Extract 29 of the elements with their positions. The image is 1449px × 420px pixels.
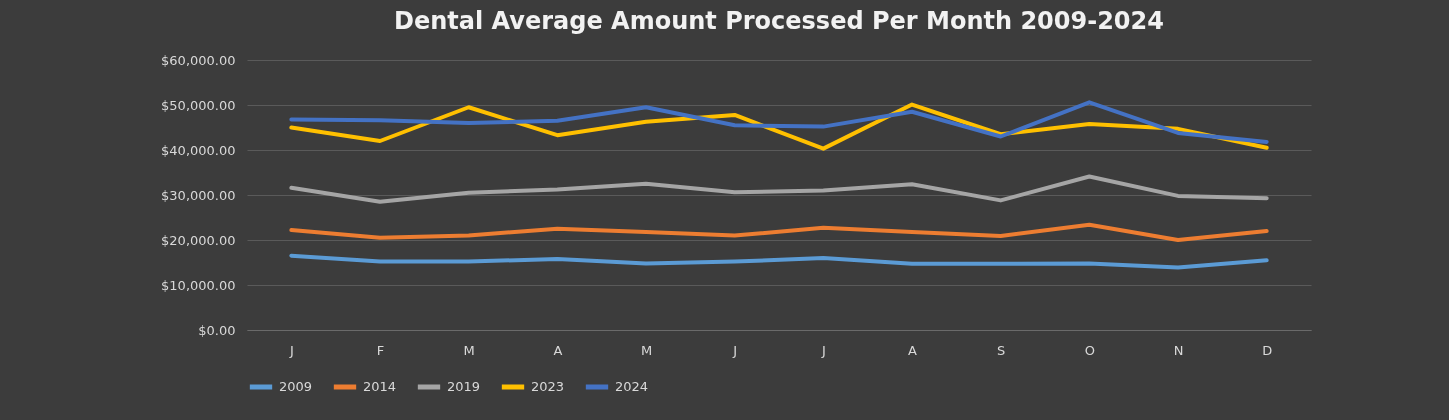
x-tick-label: M [463, 342, 475, 358]
x-tick-label: J [732, 342, 738, 358]
y-tick-label: $40,000.00 [161, 142, 236, 158]
line-series [289, 222, 1269, 242]
y-tick-label: $60,000.00 [161, 52, 236, 68]
y-tick-label: $30,000.00 [161, 187, 236, 203]
x-tick-label: O [1084, 342, 1095, 358]
x-tick-label: F [376, 342, 385, 358]
x-tick-label: J [820, 342, 826, 358]
legend-label: 2024 [615, 379, 649, 394]
x-tick-label: S [997, 342, 1006, 358]
legend-label: 2023 [531, 379, 565, 394]
y-tick-label: $50,000.00 [161, 97, 236, 113]
x-tick-label: A [553, 342, 563, 358]
line-series [289, 174, 1269, 204]
legend-label: 2019 [447, 379, 481, 394]
x-tick-label: A [908, 342, 918, 358]
legend-label: 2009 [279, 379, 313, 394]
chart-title: Dental Average Amount Processed Per Month 2009-2024 [394, 7, 1164, 35]
y-tick-label: $0.00 [198, 322, 236, 338]
x-tick-label: D [1262, 342, 1273, 358]
x-tick-label: J [288, 342, 294, 358]
x-tick-label: N [1173, 342, 1184, 358]
legend-label: 2014 [363, 379, 397, 394]
line-series [289, 253, 1269, 270]
y-tick-label: $10,000.00 [161, 277, 236, 293]
line-series [289, 100, 1269, 144]
y-tick-label: $20,000.00 [161, 232, 236, 248]
x-tick-label: M [640, 342, 653, 358]
